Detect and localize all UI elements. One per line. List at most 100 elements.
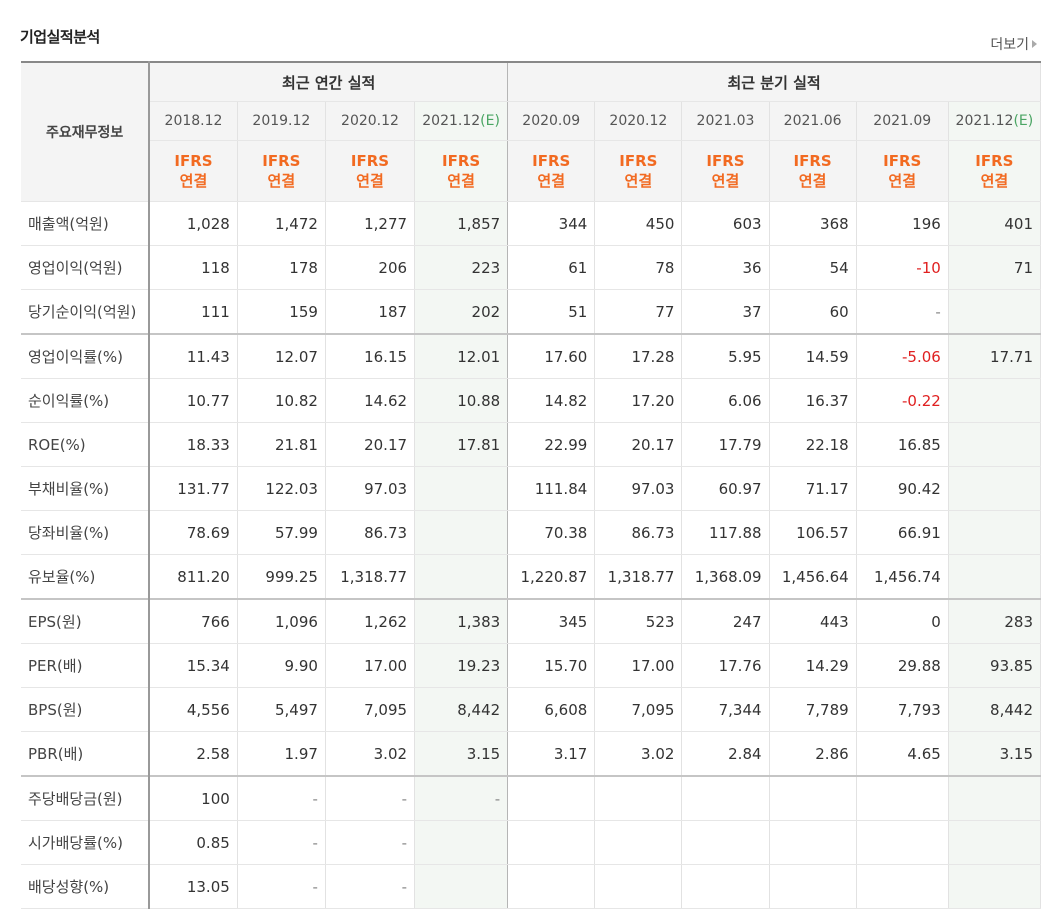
period-header: 2021.12(E) — [948, 101, 1042, 141]
table-row: 당기순이익(억원) 111 159 187 202 51 77 37 60- — [21, 289, 1042, 335]
period-label: 2020.12 — [609, 113, 668, 129]
period-header: 2020.12 — [594, 101, 683, 141]
table-row: EPS(원) 766 1,096 1,262 1,383 345 523 247 443 0 283 — [21, 598, 1042, 644]
period-label: 2020.09 — [522, 113, 581, 129]
table-cell: 57.99 — [237, 510, 326, 555]
table-cell: 999.25 — [237, 554, 326, 600]
table-cell: 6.06 — [681, 378, 770, 423]
consolidated-label: 연결 — [447, 172, 475, 190]
period-label: 2021.06 — [783, 113, 842, 129]
table-row: ROE(%) 18.33 21.81 20.17 17.81 22.99 20.17 17.7… — [21, 422, 1042, 467]
table-row: PBR(배) 2.58 1.97 3.02 3.15 3.17 3.02 2.84 2.86 4.… — [21, 731, 1042, 777]
ifrs-label: IFRS — [350, 152, 390, 170]
financial-table: 주요재무정보 최근 연간 실적 최근 분기 실적 2018.12 2019.12 2020… — [21, 61, 1042, 909]
table-cell — [507, 775, 596, 821]
ifrs-label: IFRS — [262, 152, 301, 170]
period-label: 2018.12 — [164, 113, 223, 129]
table-cell — [948, 466, 1042, 511]
table-row: 유보율(%) 811.20 999.25 1,318.77 1,220.87 1,318.… — [21, 554, 1042, 600]
table-cell: 12.07 — [237, 333, 326, 379]
table-cell: 811.20 — [149, 554, 238, 600]
table-cell: 283 — [948, 598, 1042, 644]
table-cell: 7,789 — [769, 687, 857, 732]
consolidated-label: 연결 — [356, 172, 384, 190]
table-cell: 17.76 — [681, 643, 770, 688]
table-cell: 0 — [856, 598, 949, 644]
table-cell — [948, 554, 1042, 600]
table-cell: 60.97 — [681, 466, 770, 511]
table-cell — [681, 775, 770, 821]
table-cell: 1,368.09 — [681, 554, 770, 600]
table-cell: 1,220.87 — [507, 554, 596, 600]
group-header-quarterly: 최근 분기 실적 — [507, 61, 1041, 102]
table-cell: 6,608 — [507, 687, 596, 732]
table-cell: 0.85 — [149, 820, 238, 865]
table-cell: 4,556 — [149, 687, 238, 732]
section-title: 기업실적분석 — [20, 28, 100, 46]
period-label: 2020.12 — [341, 113, 399, 129]
table-cell: 603 — [681, 201, 770, 246]
table-cell: - — [237, 864, 326, 909]
table-cell: 15.34 — [149, 643, 238, 688]
row-label: BPS(원) — [21, 687, 151, 732]
period-header: 2019.12 — [237, 101, 326, 141]
table-cell: 1,262 — [325, 598, 416, 644]
more-link[interactable]: 더보기 — [990, 34, 1037, 54]
row-label: EPS(원) — [21, 598, 151, 644]
ifrs-label: IFRS — [619, 152, 658, 170]
table-cell: 22.18 — [769, 422, 857, 467]
table-cell: -5.06 — [856, 333, 949, 379]
table-cell: 111.84 — [507, 466, 596, 511]
table-cell: 401 — [948, 201, 1042, 246]
table-row: 영업이익률(%) 11.43 12.07 16.15 12.01 17.60 17.28 5.… — [21, 333, 1042, 379]
table-row: BPS(원) 4,556 5,497 7,095 8,442 6,608 7,095 7,34… — [21, 687, 1042, 732]
table-cell: 100 — [149, 775, 238, 821]
table-cell: 7,344 — [681, 687, 770, 732]
table-cell: 16.37 — [769, 378, 857, 423]
period-header: 2020.12 — [325, 101, 416, 141]
table-cell: - — [237, 775, 326, 821]
table-cell: - — [856, 289, 949, 335]
table-cell: 1,472 — [237, 201, 326, 246]
period-label: 2021.12 — [422, 113, 481, 129]
table-cell: 17.20 — [594, 378, 683, 423]
table-cell: 14.82 — [507, 378, 596, 423]
table-cell: 17.00 — [594, 643, 683, 688]
ifrs-header: IFRS 연결 — [507, 140, 596, 202]
table-cell — [594, 820, 683, 865]
row-label: 유보율(%) — [21, 554, 151, 600]
table-cell: 7,095 — [594, 687, 683, 732]
table-cell — [948, 289, 1042, 335]
table-cell: 86.73 — [594, 510, 683, 555]
ifrs-header: IFRS 연결 — [856, 140, 949, 202]
ifrs-label: IFRS — [442, 152, 481, 170]
table-cell: 61 — [507, 245, 596, 290]
table-cell: 16.15 — [325, 333, 416, 379]
table-cell — [948, 864, 1042, 909]
table-cell: 1,456.64 — [769, 554, 857, 600]
table-cell: 97.03 — [325, 466, 416, 511]
table-cell — [856, 775, 949, 821]
table-cell: 7,095 — [325, 687, 416, 732]
table-cell — [681, 820, 770, 865]
table-cell: 1,456.74 — [856, 554, 949, 600]
period-header: 2018.12 — [149, 101, 238, 141]
table-cell: 523 — [594, 598, 683, 644]
table-cell: 97.03 — [594, 466, 683, 511]
table-cell: 10.82 — [237, 378, 326, 423]
ifrs-header: IFRS 연결 — [948, 140, 1042, 202]
table-cell: 70.38 — [507, 510, 596, 555]
row-label: 매출액(억원) — [21, 201, 151, 246]
table-cell: 71.17 — [769, 466, 857, 511]
row-label: 영업이익(억원) — [21, 245, 151, 290]
table-cell: 18.33 — [149, 422, 238, 467]
table-cell: 93.85 — [948, 643, 1042, 688]
table-cell: 4.65 — [856, 731, 949, 777]
table-cell: 90.42 — [856, 466, 949, 511]
table-cell: 3.17 — [507, 731, 596, 777]
ifrs-label: IFRS — [975, 152, 1014, 170]
estimate-mark: (E) — [1013, 113, 1034, 129]
table-cell: 14.62 — [325, 378, 416, 423]
table-cell: - — [237, 820, 326, 865]
table-cell — [414, 820, 509, 865]
